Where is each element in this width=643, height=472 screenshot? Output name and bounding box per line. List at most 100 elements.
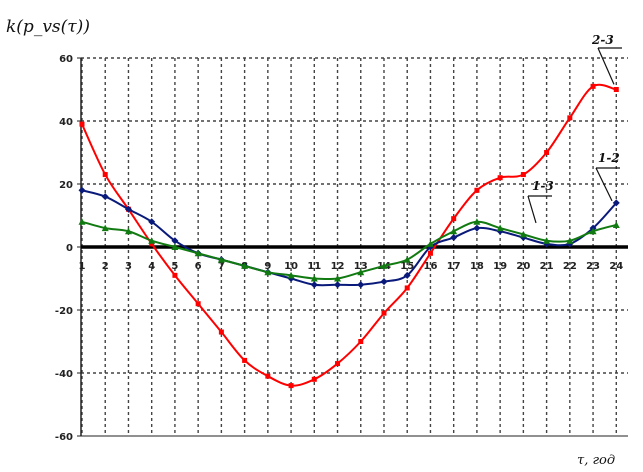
data-point-1-3 (194, 249, 202, 257)
x-tick-label: 3 (125, 261, 132, 272)
callout-leader (597, 47, 615, 85)
x-tick-label: 4 (148, 261, 155, 272)
x-tick-label: 24 (609, 261, 623, 272)
data-point-2-3 (358, 339, 364, 344)
data-point-2-3 (195, 301, 201, 307)
y-tick-label: 40 (59, 117, 73, 128)
data-point-1-2 (101, 193, 109, 201)
data-point-2-3 (520, 172, 526, 178)
data-point-1-2 (450, 234, 458, 242)
x-tick-label: 5 (171, 261, 178, 272)
data-point-2-3 (242, 357, 248, 363)
x-tick-label: 6 (195, 261, 202, 272)
series-label-1-2: 1-2 (598, 151, 620, 165)
data-point-1-2 (171, 237, 179, 245)
x-tick-label: 19 (493, 261, 507, 272)
data-point-1-2 (380, 278, 388, 286)
y-tick-label: 60 (59, 54, 73, 65)
x-tick-label: 23 (586, 261, 600, 272)
data-point-2-3 (613, 87, 619, 92)
labels: k(p_vs(τ)) τ, год 2-3 1-2 1-3 (6, 17, 622, 468)
data-point-2-3 (218, 329, 224, 335)
data-point-1-3 (78, 218, 86, 225)
data-point-2-3 (497, 175, 503, 181)
x-tick-label: 22 (563, 261, 577, 272)
x-tick-label: 10 (284, 261, 298, 272)
x-tick-label: 21 (540, 261, 554, 272)
data-point-2-3 (404, 285, 410, 291)
data-point-1-2 (310, 281, 318, 289)
x-tick-label: 13 (354, 261, 368, 272)
data-point-1-2 (357, 281, 365, 289)
data-point-1-3 (543, 237, 551, 244)
data-point-1-2 (334, 281, 342, 289)
data-point-1-3 (496, 224, 504, 232)
data-point-1-3 (171, 243, 179, 250)
y-tick-label: 20 (59, 180, 73, 191)
data-point-1-3 (589, 227, 597, 235)
data-point-1-3 (612, 221, 620, 228)
data-point-1-2 (78, 186, 86, 194)
data-point-1-2 (148, 218, 156, 226)
x-tick-label: 17 (447, 261, 461, 272)
data-point-2-3 (288, 383, 294, 389)
data-point-2-3 (102, 172, 108, 178)
y-tick-label: -20 (55, 306, 73, 317)
x-tick-label: 15 (400, 261, 414, 272)
series-layer (78, 83, 620, 389)
data-point-2-3 (451, 216, 457, 222)
data-point-1-2 (124, 205, 132, 213)
data-point-2-3 (544, 150, 550, 155)
data-point-2-3 (311, 376, 317, 382)
x-tick-label: 9 (264, 261, 271, 272)
grid (81, 57, 628, 436)
data-point-1-3 (334, 275, 342, 282)
x-axis-label: τ, год (577, 453, 615, 468)
x-tick-label: 20 (516, 261, 530, 272)
data-point-1-3 (380, 262, 388, 269)
x-tick-label: 7 (218, 261, 225, 272)
data-point-1-3 (357, 268, 365, 276)
data-point-2-3 (79, 121, 85, 127)
x-tick-label: 1 (79, 261, 86, 272)
data-point-2-3 (265, 373, 271, 379)
axes: -60-40-200204060123456789101112131415161… (55, 54, 628, 443)
data-point-1-3 (310, 275, 318, 282)
data-point-1-3 (124, 227, 132, 235)
data-point-1-3 (450, 227, 458, 235)
data-point-2-3 (567, 115, 573, 121)
data-point-2-3 (427, 250, 433, 256)
x-tick-label: 2 (102, 261, 109, 272)
data-point-2-3 (590, 83, 596, 89)
data-point-1-3 (241, 262, 249, 269)
y-tick-label: -40 (55, 369, 73, 380)
data-point-1-3 (473, 218, 481, 225)
data-point-1-3 (426, 240, 434, 247)
series-label-2-3: 2-3 (591, 33, 614, 47)
data-point-1-3 (264, 268, 272, 276)
data-point-2-3 (474, 187, 480, 193)
x-tick-label: 16 (423, 261, 437, 272)
data-point-1-3 (217, 256, 225, 263)
data-point-1-3 (148, 237, 156, 244)
data-point-1-3 (566, 237, 574, 244)
series-line-2-3 (81, 83, 617, 387)
x-tick-label: 18 (470, 261, 484, 272)
x-tick-label: 12 (331, 261, 345, 272)
x-tick-label: 11 (307, 261, 321, 272)
y-axis-label: k(p_vs(τ)) (6, 17, 90, 37)
data-point-2-3 (381, 310, 387, 316)
data-point-1-2 (612, 199, 620, 207)
data-point-2-3 (172, 272, 178, 278)
y-tick-label: 0 (66, 243, 73, 254)
y-tick-label: -60 (55, 432, 73, 443)
series-label-1-3: 1-3 (532, 179, 554, 193)
data-point-1-3 (519, 230, 527, 238)
data-point-1-2 (473, 224, 481, 232)
data-point-2-3 (149, 241, 155, 247)
data-point-1-3 (403, 256, 411, 263)
data-point-2-3 (335, 361, 341, 367)
callout-leader (595, 167, 613, 202)
data-point-1-3 (101, 224, 109, 232)
